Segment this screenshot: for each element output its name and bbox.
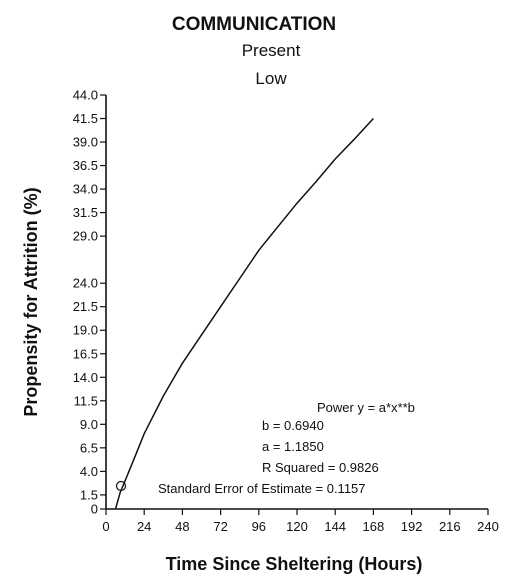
x-axis-ticks: 0 24 48 72 96 120 144 168 192 216 240	[102, 509, 499, 534]
y-tick-label: 24.0	[73, 276, 98, 291]
chart-title: COMMUNICATION	[172, 14, 336, 35]
data-point-marker	[115, 480, 127, 492]
x-tick-label: 0	[102, 519, 109, 534]
annotation-equation: Power y = a*x**b	[317, 400, 415, 415]
y-tick-label: 16.5	[73, 346, 98, 361]
y-tick-label: 11.5	[74, 393, 98, 408]
annotation-std-error: Standard Error of Estimate = 0.1157	[158, 481, 366, 496]
y-tick-label: 14.0	[73, 370, 98, 385]
y-tick-label: 9.0	[80, 417, 98, 432]
x-tick-label: 48	[175, 519, 189, 534]
annotation-a: a = 1.1850	[262, 439, 324, 454]
y-tick-label: 34.0	[73, 182, 98, 197]
x-tick-label: 72	[213, 519, 227, 534]
y-tick-label: 44.0	[73, 88, 98, 103]
chart-subtitle-present: Present	[242, 41, 301, 60]
x-axis-label: Time Since Sheltering (Hours)	[166, 554, 423, 574]
chart-subtitle-low: Low	[255, 69, 287, 88]
y-tick-label: 1.5	[80, 487, 98, 502]
y-tick-label: 6.5	[80, 440, 98, 455]
x-tick-label: 144	[324, 519, 346, 534]
x-tick-label: 192	[401, 519, 423, 534]
y-axis-label: Propensity for Attrition (%)	[21, 187, 41, 416]
y-tick-label: 0	[91, 502, 98, 517]
x-tick-label: 168	[363, 519, 385, 534]
y-tick-label: 29.0	[73, 229, 98, 244]
y-tick-label: 41.5	[73, 111, 98, 126]
y-tick-label: 4.0	[80, 464, 98, 479]
y-tick-label: 21.5	[73, 299, 98, 314]
annotation-b: b = 0.6940	[262, 418, 324, 433]
x-tick-label: 240	[477, 519, 499, 534]
y-tick-label: 39.0	[73, 135, 98, 150]
x-tick-label: 216	[439, 519, 461, 534]
x-tick-label: 120	[286, 519, 308, 534]
y-tick-label: 31.5	[73, 205, 98, 220]
annotation-r-squared: R Squared = 0.9826	[262, 460, 379, 475]
y-tick-label: 36.5	[73, 158, 98, 173]
x-tick-label: 24	[137, 519, 151, 534]
y-tick-label: 19.0	[73, 323, 98, 338]
series-line-power-fit	[114, 117, 374, 510]
y-axis-ticks: 01.5 4.0 6.5 9.0 11.5 14.0 16.5 19.0 21.5 24.0 29.…	[73, 88, 106, 517]
x-tick-label: 96	[252, 519, 266, 534]
